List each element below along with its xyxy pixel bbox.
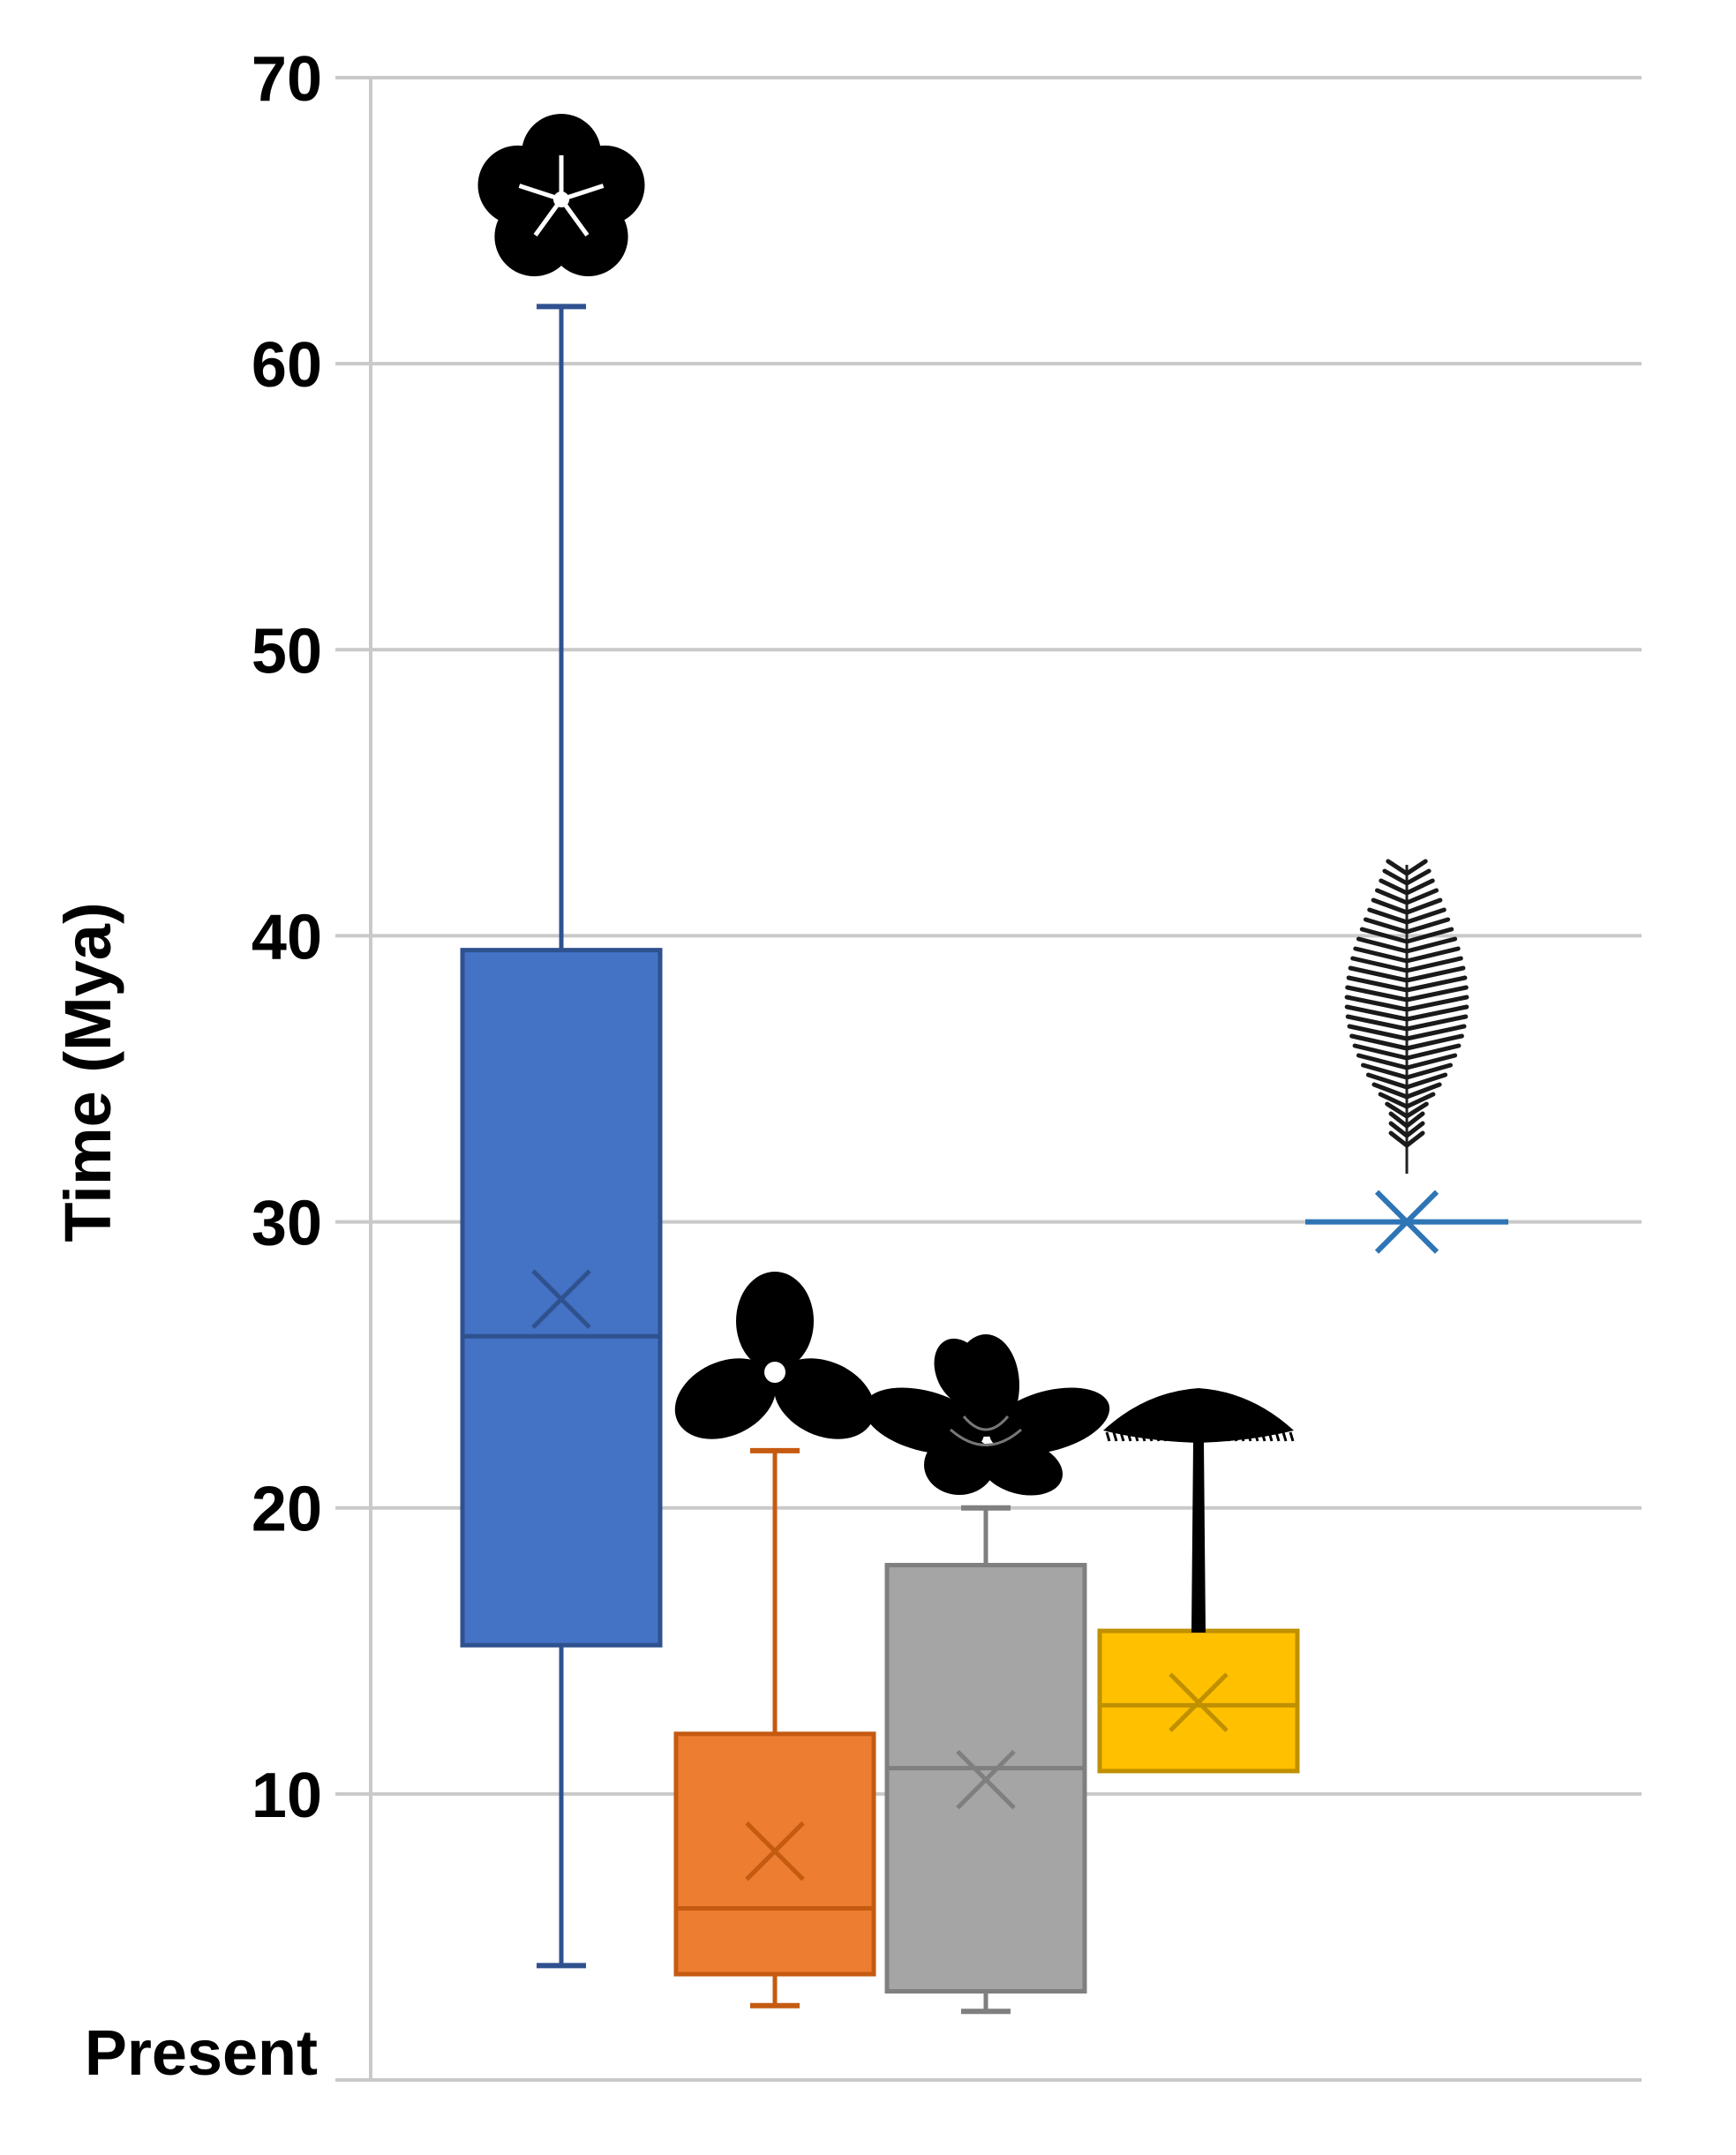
mean-marker	[1169, 1672, 1229, 1732]
y-tick-label-40: 40	[252, 902, 322, 972]
tree-canopy	[1103, 1388, 1294, 1443]
y-axis-tick-labels: Present 10 20 30 40 50 60 70	[85, 44, 322, 2089]
umbrella-tree-icon	[1103, 1388, 1295, 1633]
tree-trunk	[1191, 1441, 1206, 1633]
box-series-5	[1305, 1190, 1508, 1254]
y-tick-label-70: 70	[252, 44, 322, 115]
fern-pinnae	[1344, 859, 1469, 1148]
y-axis-title: Time (Mya)	[51, 902, 124, 1242]
petal-left	[674, 1358, 777, 1439]
box-series-4	[1097, 1628, 1300, 1774]
petal-top	[736, 1272, 814, 1370]
y-tick-label-60: 60	[252, 330, 322, 401]
three-petal-flower-icon	[674, 1272, 876, 1439]
box-series-3	[884, 1505, 1087, 2015]
flower-star	[518, 155, 605, 237]
fern-frond-icon	[1344, 859, 1469, 1174]
petal-lower-right	[979, 1439, 1063, 1496]
box-series	[460, 304, 1508, 2015]
mean-marker	[1374, 1190, 1439, 1254]
y-tick-label-50: 50	[252, 616, 322, 687]
box-series-2	[673, 1447, 876, 2009]
y-tick-label-0: Present	[85, 2018, 318, 2089]
magnolia-flower-icon	[863, 1334, 1110, 1496]
flower-petals	[477, 114, 645, 277]
iqr-box	[460, 948, 663, 1648]
mean-marker	[531, 1269, 591, 1329]
y-tick-label-20: 20	[252, 1475, 322, 1545]
mean-marker	[956, 1749, 1016, 1810]
canopy-fringe	[1105, 1431, 1295, 1442]
flower-eye	[553, 191, 569, 207]
petal-right	[988, 1387, 1110, 1454]
y-tick-label-30: 30	[252, 1189, 322, 1259]
y-tick-label-10: 10	[252, 1761, 322, 1831]
mean-marker	[745, 1821, 805, 1881]
box-series-1	[460, 304, 663, 1969]
flower-center	[764, 1362, 785, 1383]
petal-veins	[950, 1415, 1022, 1446]
five-petal-flower-icon	[477, 114, 645, 277]
petal-right	[773, 1358, 876, 1439]
petal-lower-left	[924, 1435, 995, 1495]
petal-top-left	[934, 1338, 988, 1407]
plant-icons	[477, 114, 1469, 1633]
